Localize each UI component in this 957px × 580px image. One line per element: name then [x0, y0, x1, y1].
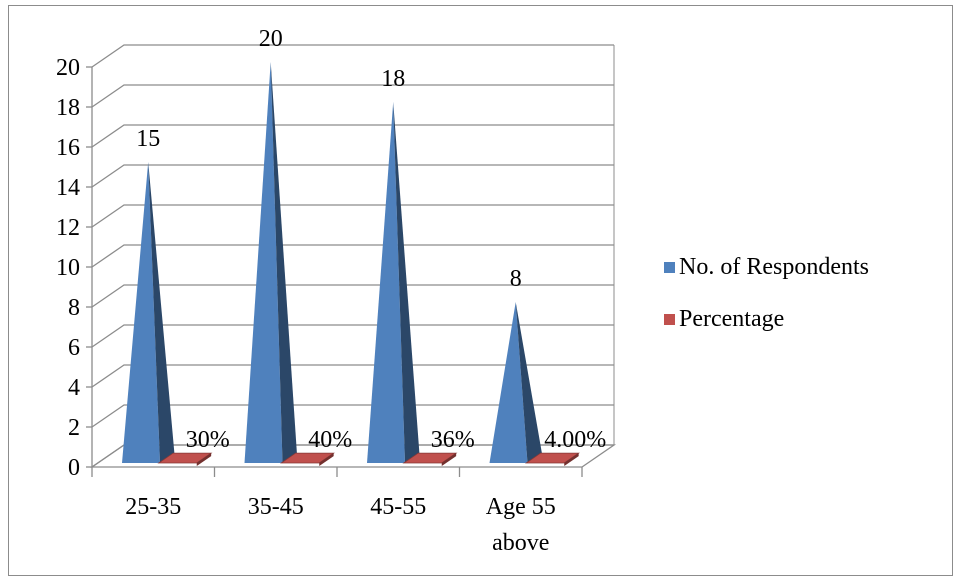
axes: [86, 45, 615, 477]
gridline: [91, 124, 614, 148]
y-tick-label: 16: [56, 135, 80, 161]
x-category-label: 25-35: [125, 494, 181, 520]
gridline: [91, 284, 614, 308]
data-label: 40%: [308, 427, 352, 453]
data-marks: [122, 62, 580, 466]
y-tick-label: 2: [68, 415, 80, 441]
data-label: 8: [510, 266, 522, 292]
pyramid-percentage: [157, 452, 213, 466]
pyramid-side-face: [393, 102, 420, 464]
pyramid-side-face: [515, 302, 542, 463]
pyramid-front-face: [122, 162, 160, 464]
gridline: [91, 244, 614, 268]
pyramid-side-face: [148, 162, 175, 464]
data-label: 30%: [186, 427, 230, 453]
pyramid-percentage: [279, 452, 335, 466]
pyramid-percentage: [524, 452, 580, 466]
data-label: 4.00%: [544, 427, 606, 453]
data-label: 20: [259, 26, 283, 52]
y-tick-label: 4: [68, 375, 80, 401]
pyramid-front-face: [367, 102, 405, 464]
y-tick-labels: 0 2 4 6 8 10 12 14 16 18 20: [56, 55, 80, 481]
y-tick-label: 20: [56, 55, 80, 81]
percentage-slab-side: [564, 453, 579, 466]
data-labels: 15 20 18 8 30% 40% 36% 4.00%: [136, 26, 606, 453]
y-tick-label: 10: [56, 255, 80, 281]
pyramid-front-face: [244, 62, 283, 464]
x-category-label: Age 55: [486, 494, 556, 520]
data-label: 15: [136, 126, 160, 152]
y-tick-label: 18: [56, 95, 80, 121]
gridline: [91, 364, 614, 388]
pyramid-percentage: [402, 452, 458, 466]
y-tick-label: 0: [68, 455, 80, 481]
pyramid-respondents: [367, 102, 420, 464]
legend-swatch: [664, 314, 675, 325]
x-category-label: 35-45: [248, 494, 304, 520]
legend-label: No. of Respondents: [679, 254, 869, 280]
gridlines: [91, 44, 614, 468]
gridline: [91, 204, 614, 228]
x-category-label: 45-55: [370, 494, 426, 520]
pyramid-respondents: [122, 162, 175, 464]
x-category-label: above: [492, 530, 549, 556]
y-tick-label: 14: [56, 175, 80, 201]
gridline: [91, 324, 614, 348]
percentage-slab-side: [319, 453, 334, 466]
gridline: [91, 44, 614, 68]
pyramid-respondents: [244, 62, 297, 464]
legend: No. of Respondents Percentage: [664, 254, 869, 332]
gridline: [91, 84, 614, 108]
gridline: [91, 164, 614, 188]
category-labels: 25-35 35-45 45-55 Age 55 above: [125, 494, 555, 556]
y-tick-label: 8: [68, 295, 80, 321]
y-tick-label: 6: [68, 335, 80, 361]
pyramid-side-face: [270, 62, 297, 464]
legend-swatch: [664, 262, 675, 273]
chart-walls: [89, 45, 617, 468]
data-label: 18: [381, 66, 405, 92]
pyramid-respondents: [489, 302, 542, 463]
data-label: 36%: [431, 427, 475, 453]
pyramid-front-face: [489, 302, 528, 463]
percentage-slab-side: [441, 453, 457, 466]
legend-label: Percentage: [679, 306, 784, 332]
percentage-slab-side: [196, 453, 212, 466]
gridline: [91, 404, 614, 428]
chart-frame: [8, 5, 953, 576]
y-tick-label: 12: [56, 215, 80, 241]
